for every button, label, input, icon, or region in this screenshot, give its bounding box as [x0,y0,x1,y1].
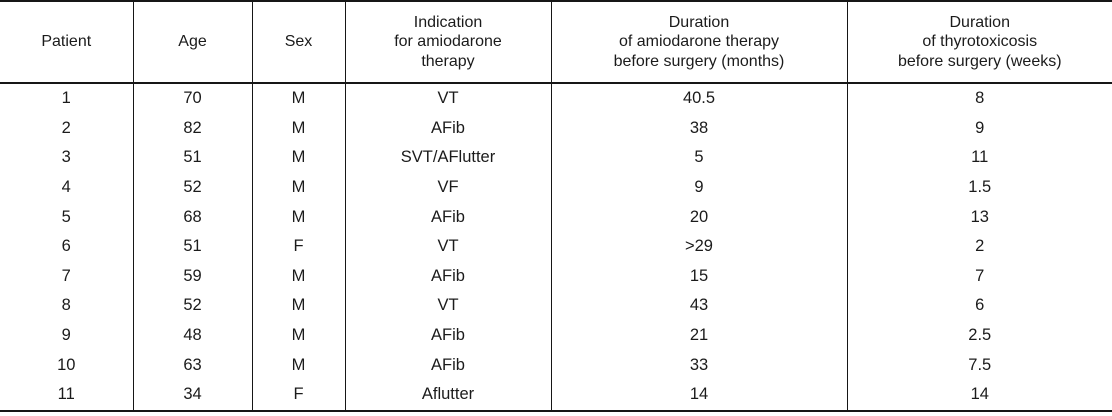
cell-patient: 1 [61,89,71,108]
cell-patient: 11 [57,385,75,404]
table-row: 1 70 M VT 40.5 8 [0,83,1112,114]
cell-sex: M [251,202,345,232]
cell-age: 51 [132,143,252,173]
table-row: 2 82 M AFib 38 9 [0,113,1112,144]
cell-duration-thyrotoxicosis: 2.5 [846,320,1112,351]
cell-age: 51 [132,231,252,262]
cell-duration-thyrotoxicosis: 7 [846,261,1112,292]
cell-duration-amiodarone: 33 [550,350,847,380]
header-row: Patient Age Sex Indication for amiodaron… [0,1,1112,84]
cell-sex: M [251,291,345,321]
cell-patient: 9 [61,326,71,345]
cell-duration-amiodarone: 9 [550,172,847,203]
cell-indication: VT [344,291,551,321]
cell-patient: 8 [61,296,71,315]
cell-duration-thyrotoxicosis: 11 [846,143,1112,173]
cell-duration-thyrotoxicosis: 14 [846,379,1112,411]
table-row: 8 52 M VT 43 6 [0,291,1112,321]
cell-indication: VF [344,172,551,203]
cell-duration-thyrotoxicosis: 8 [846,83,1112,114]
cell-indication: AFib [344,350,551,380]
cell-patient: 7 [61,266,71,285]
cell-duration-thyrotoxicosis: 13 [846,202,1112,232]
cell-age: 52 [132,172,252,203]
cell-sex: F [251,231,345,262]
table-row: 10 63 M AFib 33 7.5 [0,350,1112,380]
cell-sex: M [251,350,345,380]
cell-duration-amiodarone: 14 [550,379,847,411]
table-row: 3 51 M SVT/AFlutter 5 11 [0,143,1112,173]
col-header-age: Age [132,1,252,84]
cell-sex: M [251,261,345,292]
col-header-sex: Sex [251,1,345,84]
table-row: 4 52 M VF 9 1.5 [0,172,1112,203]
cell-indication: Aflutter [344,379,551,411]
cell-patient: 10 [57,355,76,374]
cell-duration-amiodarone: 40.5 [550,83,847,114]
table-header: Patient Age Sex Indication for amiodaron… [0,1,1112,84]
cell-duration-amiodarone: 21 [550,320,847,351]
cell-patient: 2 [61,118,71,137]
cell-age: 34 [132,379,252,411]
cell-duration-amiodarone: 20 [550,202,847,232]
cell-duration-thyrotoxicosis: 7.5 [846,350,1112,380]
col-header-indication: Indication for amiodarone therapy [344,1,551,84]
cell-duration-thyrotoxicosis: 2 [846,231,1112,262]
col-header-duration-amiodarone: Duration of amiodarone therapy before su… [550,1,847,84]
cell-age: 52 [132,291,252,321]
cell-sex: M [251,172,345,203]
cell-duration-thyrotoxicosis: 1.5 [846,172,1112,203]
cell-sex: M [251,320,345,351]
cell-indication: AFib [344,261,551,292]
cell-patient: 3 [61,148,71,167]
col-header-patient: Patient [0,1,133,84]
cell-age: 68 [132,202,252,232]
cell-duration-amiodarone: 43 [550,291,847,321]
cell-indication: VT [344,231,551,262]
table-row: 6 51 F VT >29 2 [0,231,1112,262]
cell-age: 70 [132,83,252,114]
cell-age: 48 [132,320,252,351]
cell-age: 63 [132,350,252,380]
cell-sex: M [251,143,345,173]
table-row: 9 48 M AFib 21 2.5 [0,320,1112,351]
cell-age: 59 [132,261,252,292]
table-row: 5 68 M AFib 20 13 [0,202,1112,232]
cell-patient: 4 [61,178,71,197]
table-body: 1 70 M VT 40.5 8 2 82 M AFib 38 9 3 51 M… [0,83,1112,411]
cell-sex: F [251,379,345,411]
cell-duration-thyrotoxicosis: 9 [846,113,1112,144]
cell-indication: AFib [344,113,551,144]
table-row: 7 59 M AFib 15 7 [0,261,1112,292]
cell-sex: M [251,83,345,114]
cell-indication: VT [344,83,551,114]
cell-duration-amiodarone: 38 [550,113,847,144]
cell-indication: SVT/AFlutter [344,143,551,173]
cell-indication: AFib [344,202,551,232]
cell-patient: 5 [61,207,71,226]
cell-patient: 6 [61,237,71,256]
table-row: 11 34 F Aflutter 14 14 [0,379,1112,411]
cell-duration-amiodarone: 5 [550,143,847,173]
cell-duration-amiodarone: 15 [550,261,847,292]
cell-sex: M [251,113,345,144]
cell-age: 82 [132,113,252,144]
cell-indication: AFib [344,320,551,351]
cell-duration-thyrotoxicosis: 6 [846,291,1112,321]
cell-duration-amiodarone: >29 [550,231,847,262]
col-header-duration-thyrotoxicosis: Duration of thyrotoxicosis before surger… [846,1,1112,84]
